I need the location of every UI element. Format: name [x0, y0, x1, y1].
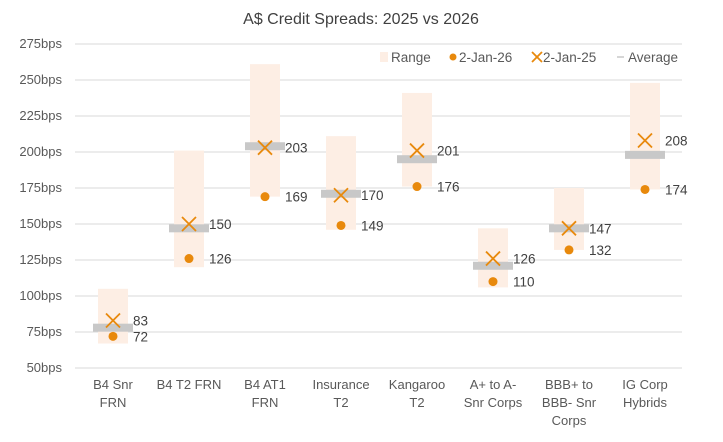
category-label: BBB+ to [545, 377, 593, 392]
range-bar [630, 82, 660, 190]
jan26-data-label: 174 [665, 182, 688, 197]
x-stroke [561, 220, 577, 236]
category-label: B4 Snr [93, 377, 133, 392]
category-label: Kangaroo [389, 377, 445, 392]
x-stroke [409, 142, 425, 159]
jan26-data-label: 110 [513, 275, 535, 290]
average-marker [625, 150, 665, 159]
jan26-data-label: 126 [209, 252, 232, 267]
y-tick-label: 100bps [19, 288, 62, 303]
y-tick-label: 50bps [27, 360, 63, 375]
jan25-data-label: 126 [513, 252, 536, 267]
category-label: FRN [252, 395, 279, 410]
jan25-marker [485, 250, 501, 267]
range-bar [174, 150, 204, 268]
y-tick-label: 75bps [27, 324, 63, 339]
jan26-data-label: 176 [437, 180, 460, 195]
jan25-data-label: 208 [665, 133, 688, 148]
jan26-marker [412, 182, 422, 192]
y-tick-label: 275bps [19, 36, 62, 51]
y-tick-label: 125bps [19, 252, 62, 267]
jan25-marker [105, 312, 121, 329]
average-marker [93, 323, 133, 332]
category-label: Hybrids [623, 395, 668, 410]
jan26-data-label: 149 [361, 218, 384, 233]
jan25-data-label: 147 [589, 221, 612, 236]
jan25-data-label: 201 [437, 144, 460, 159]
category-label: A+ to A- [470, 377, 517, 392]
category-label: BBB- Snr [542, 395, 597, 410]
average-marker [321, 189, 361, 198]
category-label: Insurance [312, 377, 369, 392]
jan26-marker [336, 220, 346, 230]
average-marker [473, 261, 513, 270]
legend-jan26-swatch [449, 53, 457, 61]
jan26-marker [640, 184, 650, 194]
legend-jan25-swatch [531, 51, 543, 63]
y-tick-label: 250bps [19, 72, 62, 87]
legend-jan25-label: 2-Jan-25 [543, 50, 596, 65]
jan26-data-label: 132 [589, 243, 612, 258]
jan26-marker [564, 245, 574, 255]
jan25-marker [257, 140, 273, 156]
x-stroke [105, 312, 121, 329]
chart-title: A$ Credit Spreads: 2025 vs 2026 [243, 11, 479, 28]
category-label: Corps [552, 413, 587, 428]
x-stroke [531, 51, 543, 63]
average-marker [169, 224, 209, 233]
y-tick-label: 225bps [19, 108, 62, 123]
jan26-data-label: 169 [285, 190, 308, 205]
legend-range-label: Range [391, 50, 431, 65]
legend-jan26-label: 2-Jan-26 [459, 50, 512, 65]
jan26-data-label: 72 [133, 329, 148, 344]
average-marker [245, 142, 285, 151]
average-marker [397, 155, 437, 164]
legend-range-swatch [380, 52, 388, 62]
category-label: B4 T2 FRN [157, 377, 222, 392]
range-bar [250, 64, 280, 197]
y-tick-label: 175bps [19, 180, 62, 195]
category-label: IG Corp [622, 377, 668, 392]
x-stroke [333, 187, 349, 203]
jan26-marker [260, 192, 270, 202]
x-stroke [257, 140, 273, 156]
category-label: Snr Corps [464, 395, 523, 410]
range-bar [402, 92, 432, 187]
jan25-data-label: 150 [209, 217, 232, 232]
y-tick-label: 150bps [19, 216, 62, 231]
jan25-data-label: 83 [133, 313, 148, 328]
legend: Range 2-Jan-26 2-Jan-25 Average [380, 50, 678, 65]
jan25-marker [409, 142, 425, 159]
legend-average-label: Average [628, 50, 678, 65]
x-stroke [637, 132, 653, 149]
category-label: B4 AT1 [244, 377, 286, 392]
category-label: T2 [409, 395, 424, 410]
range-bar [554, 188, 584, 250]
jan26-marker [488, 277, 498, 287]
jan26-marker [108, 331, 118, 341]
jan25-marker [181, 216, 197, 232]
jan26-marker [184, 254, 194, 264]
jan25-data-label: 203 [285, 141, 308, 156]
jan25-data-label: 170 [361, 188, 384, 203]
range-bar [326, 136, 356, 230]
jan25-marker [637, 132, 653, 149]
category-label: FRN [100, 395, 127, 410]
category-label: T2 [333, 395, 348, 410]
x-stroke [485, 250, 501, 267]
jan25-marker [333, 187, 349, 203]
x-stroke [181, 216, 197, 232]
y-tick-label: 200bps [19, 144, 62, 159]
jan25-marker [561, 220, 577, 236]
